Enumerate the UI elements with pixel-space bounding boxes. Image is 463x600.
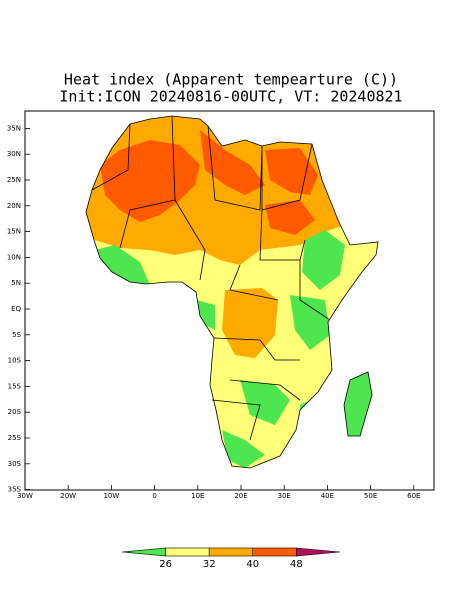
title-line: Init:ICON 20240816-00UTC, VT: 20240821: [59, 88, 402, 106]
lat-label: 20S: [8, 408, 22, 416]
colorbar-arrow: [296, 547, 341, 557]
lat-label: 15S: [8, 382, 22, 390]
lat-label: EQ: [11, 305, 21, 313]
lat-label: 35S: [8, 486, 22, 494]
lat-label: 30S: [8, 460, 22, 468]
colorbar-label: 40: [246, 559, 259, 570]
colorbar-label: 26: [159, 559, 172, 570]
colorbar-label: 32: [203, 559, 216, 570]
colorbar-bin: [208, 547, 254, 557]
lon-label: 10W: [103, 492, 119, 500]
lat-label: 15N: [7, 228, 21, 236]
title-line: Heat index (Apparent tempearture (C)): [64, 71, 398, 89]
lat-label: 10S: [8, 357, 22, 365]
lon-label: 10E: [191, 492, 204, 500]
lon-label: 60E: [407, 492, 420, 500]
lon-label: 30W: [17, 492, 33, 500]
lat-label: 35N: [7, 124, 21, 132]
lat-label: 5S: [12, 331, 21, 339]
map: [24, 110, 435, 491]
colorbar-bin: [165, 547, 210, 557]
lat-label: 20N: [7, 202, 21, 210]
colorbar-arrow: [121, 547, 166, 557]
lat-label: 30N: [7, 150, 21, 158]
lat-label: 25N: [7, 176, 21, 184]
lon-label: 20W: [60, 492, 76, 500]
lon-label: 50E: [364, 492, 377, 500]
lat-label: 10N: [7, 253, 21, 261]
lat-label: 25S: [8, 434, 22, 442]
colorbar-bin: [252, 547, 297, 557]
lon-label: 40E: [321, 492, 334, 500]
lon-label: 0: [152, 492, 156, 500]
lat-label: 5N: [11, 279, 21, 287]
lon-label: 20E: [234, 492, 247, 500]
colorbar-label: 48: [290, 559, 303, 570]
lon-label: 30E: [278, 492, 291, 500]
